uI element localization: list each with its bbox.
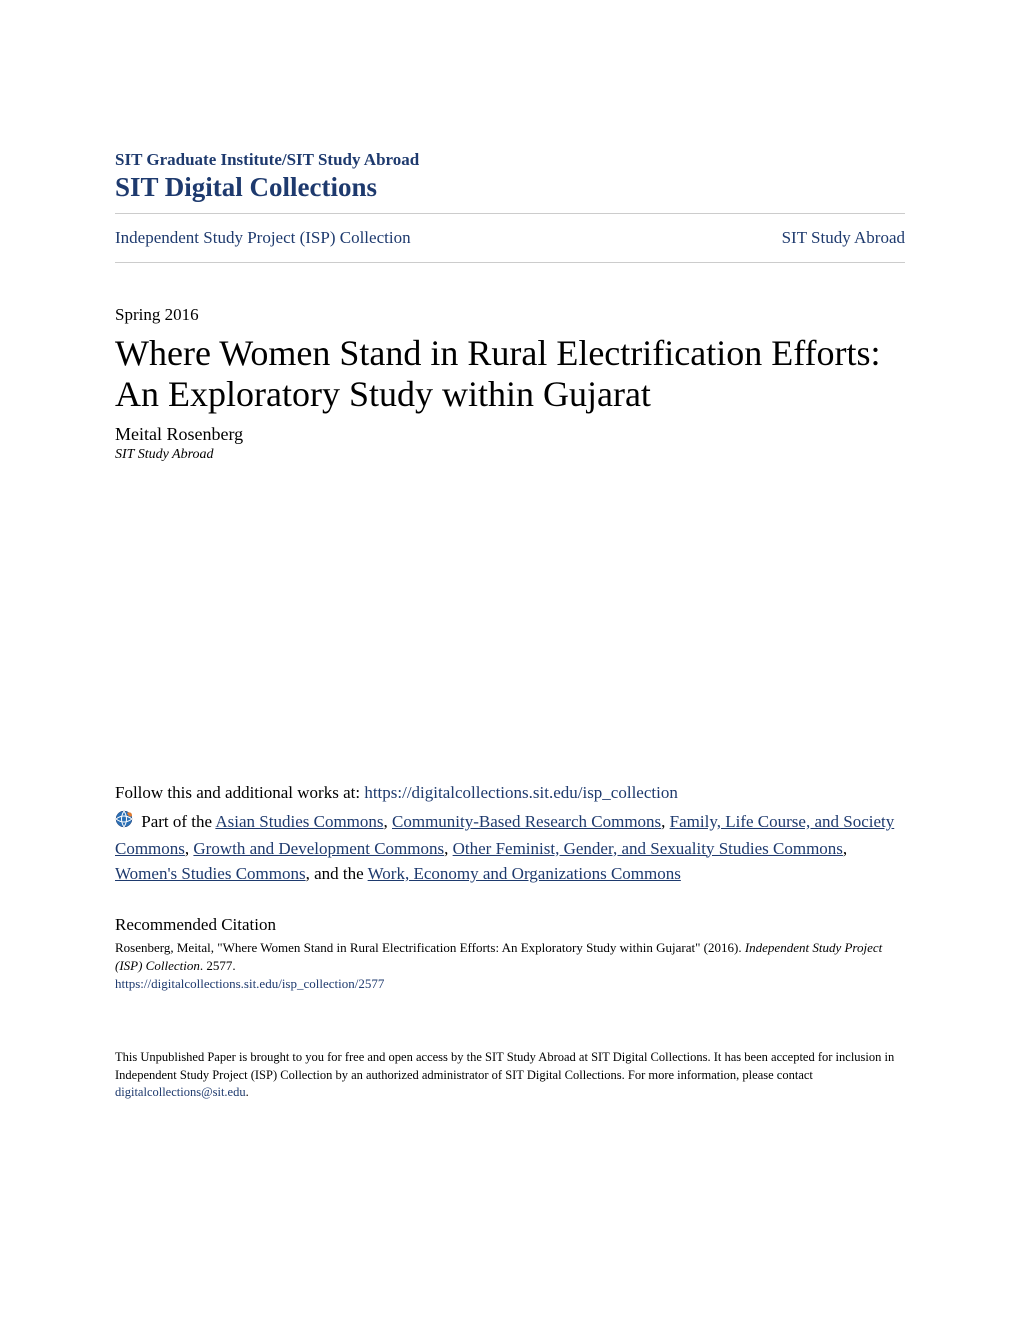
follow-line: Follow this and additional works at: htt… <box>115 783 905 803</box>
paper-title: Where Women Stand in Rural Electrificati… <box>115 333 905 416</box>
citation-after: . 2577. <box>200 958 236 973</box>
commons-and: , and the <box>306 864 368 883</box>
footer-before: This Unpublished Paper is brought to you… <box>115 1050 894 1082</box>
commons-line: Part of the Asian Studies Commons, Commu… <box>115 809 905 887</box>
commons-link-1[interactable]: Community-Based Research Commons <box>392 812 661 831</box>
author-affiliation: SIT Study Abroad <box>115 447 905 463</box>
commons-sep: , <box>444 839 453 858</box>
follow-url-link[interactable]: https://digitalcollections.sit.edu/isp_c… <box>364 783 678 802</box>
citation-text: Rosenberg, Meital, "Where Women Stand in… <box>115 939 905 994</box>
divider-top <box>115 213 905 214</box>
collection-breadcrumb-link[interactable]: Independent Study Project (ISP) Collecti… <box>115 228 411 248</box>
divider-bottom <box>115 262 905 263</box>
breadcrumb-row: Independent Study Project (ISP) Collecti… <box>115 224 905 252</box>
document-page: SIT Graduate Institute/SIT Study Abroad … <box>0 0 1020 1320</box>
institute-name: SIT Graduate Institute/SIT Study Abroad <box>115 150 905 170</box>
commons-link-6[interactable]: Work, Economy and Organizations Commons <box>368 864 681 883</box>
commons-link-3[interactable]: Growth and Development Commons <box>193 839 444 858</box>
digital-collections-link[interactable]: SIT Digital Collections <box>115 172 377 202</box>
author-name: Meital Rosenberg <box>115 424 905 445</box>
commons-link-5[interactable]: Women's Studies Commons <box>115 864 306 883</box>
commons-sep: , <box>661 812 670 831</box>
citation-url-link[interactable]: https://digitalcollections.sit.edu/isp_c… <box>115 976 384 991</box>
footer-email-link[interactable]: digitalcollections@sit.edu <box>115 1085 246 1099</box>
follow-prefix: Follow this and additional works at: <box>115 783 364 802</box>
sit-study-abroad-link[interactable]: SIT Study Abroad <box>782 228 905 248</box>
recommended-citation-heading: Recommended Citation <box>115 915 905 935</box>
footer-after: . <box>246 1085 249 1099</box>
commons-sep: , <box>384 812 393 831</box>
citation-before: Rosenberg, Meital, "Where Women Stand in… <box>115 940 745 955</box>
network-commons-icon <box>115 810 133 836</box>
publication-date: Spring 2016 <box>115 305 905 325</box>
commons-intro: Part of the <box>137 812 215 831</box>
commons-link-4[interactable]: Other Feminist, Gender, and Sexuality St… <box>453 839 843 858</box>
footer-text: This Unpublished Paper is brought to you… <box>115 1049 905 1102</box>
commons-link-0[interactable]: Asian Studies Commons <box>215 812 383 831</box>
commons-sep: , <box>843 839 847 858</box>
digital-collections-title[interactable]: SIT Digital Collections <box>115 172 905 203</box>
